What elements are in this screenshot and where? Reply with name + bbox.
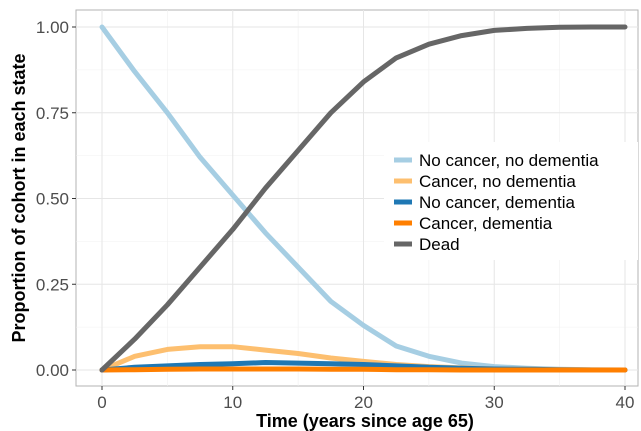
y-tick-label: 1.00 [36,18,69,37]
legend-label-no-cancer-dementia: No cancer, dementia [419,193,575,212]
x-tick-label: 0 [97,393,106,412]
x-tick-label: 10 [223,393,242,412]
x-tick-label: 20 [354,393,373,412]
y-tick-label: 0.75 [36,104,69,123]
legend-label-dead: Dead [419,235,460,254]
x-axis-title: Time (years since age 65) [256,411,474,431]
legend: No cancer, no dementia Cancer, no dementi… [394,151,599,254]
series-lines [99,24,628,373]
legend-label-no-cancer-no-dementia: No cancer, no dementia [419,151,599,170]
y-tick-label: 0.50 [36,190,69,209]
legend-label-cancer-dementia: Cancer, dementia [419,214,553,233]
y-tick-label: 0.00 [36,361,69,380]
y-axis-title: Proportion of cohort in each state [9,53,29,342]
y-tick-label: 0.25 [36,275,69,294]
legend-background [384,142,638,260]
legend-label-cancer-no-dementia: Cancer, no dementia [419,172,576,191]
x-tick-label: 40 [616,393,635,412]
axis-ticks: 0 10 20 30 40 0.00 0.25 0.50 0.75 1.00 [36,18,635,412]
series-line-cancer-dementia [99,366,628,373]
series-line-dead [99,24,628,373]
x-tick-label: 30 [485,393,504,412]
